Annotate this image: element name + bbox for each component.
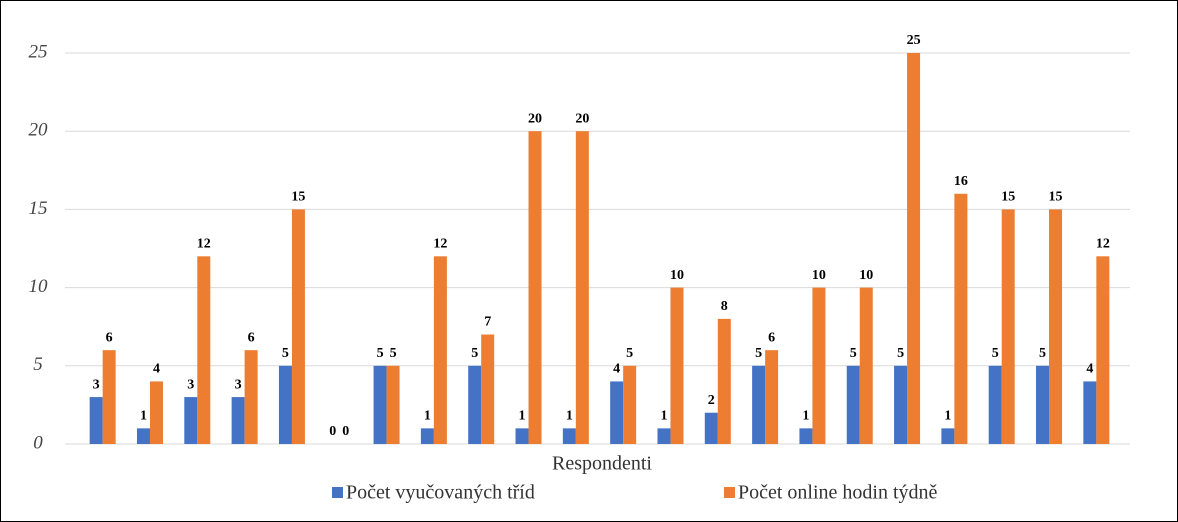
bar	[575, 131, 589, 444]
bar	[1096, 256, 1110, 444]
bar	[907, 53, 921, 444]
data-label: 6	[768, 330, 775, 345]
bar	[941, 428, 955, 444]
y-tick-label: 15	[29, 198, 48, 219]
bar	[528, 131, 542, 444]
bar	[386, 365, 400, 444]
bar	[433, 256, 447, 444]
data-label: 10	[812, 268, 826, 283]
data-label: 4	[613, 362, 620, 377]
data-label: 25	[907, 33, 921, 48]
bar	[102, 350, 116, 444]
data-label: 6	[106, 330, 113, 345]
bar	[149, 381, 163, 444]
data-label: 12	[1096, 237, 1110, 252]
data-label: 4	[153, 362, 160, 377]
legend-swatch	[724, 487, 735, 498]
y-tick-label: 10	[29, 276, 49, 297]
data-label: 2	[708, 393, 715, 408]
bar	[481, 334, 495, 444]
data-label: 5	[626, 346, 633, 361]
bar	[373, 365, 387, 444]
data-label: 1	[944, 409, 951, 424]
bar	[89, 397, 103, 444]
bar	[657, 428, 671, 444]
data-label: 15	[1049, 190, 1063, 205]
y-tick-label: 5	[33, 354, 43, 375]
bar	[1049, 209, 1063, 444]
bar	[278, 365, 292, 444]
bar	[846, 365, 860, 444]
bar	[184, 397, 198, 444]
data-label: 7	[484, 315, 491, 330]
data-label: 3	[235, 377, 242, 392]
bar	[859, 287, 873, 444]
bar	[1036, 365, 1050, 444]
bar	[515, 428, 529, 444]
bar	[231, 397, 245, 444]
data-label: 0	[329, 424, 336, 439]
bar	[136, 428, 150, 444]
data-label: 5	[755, 346, 762, 361]
data-label: 5	[282, 346, 289, 361]
data-label: 5	[377, 346, 384, 361]
bar	[1001, 209, 1015, 444]
legend-label: Počet vyučovaných tříd	[346, 482, 535, 504]
legend-label: Počet online hodin týdně	[738, 482, 938, 504]
bar	[244, 350, 258, 444]
bar	[197, 256, 211, 444]
x-axis-label: Respondenti	[552, 453, 652, 475]
data-label: 3	[187, 377, 194, 392]
bar	[894, 365, 908, 444]
data-label: 20	[528, 111, 542, 126]
data-label: 12	[433, 237, 447, 252]
data-label: 5	[390, 346, 397, 361]
bar	[717, 318, 731, 444]
data-label: 20	[575, 111, 589, 126]
bar	[752, 365, 766, 444]
data-label: 1	[660, 409, 667, 424]
bar	[670, 287, 684, 444]
bar	[610, 381, 624, 444]
data-label: 12	[197, 237, 211, 252]
data-label: 1	[566, 409, 573, 424]
data-label: 16	[954, 174, 968, 189]
legend-swatch	[332, 487, 343, 498]
y-tick-label: 20	[29, 120, 49, 141]
data-label: 5	[1039, 346, 1046, 361]
data-label: 4	[1086, 362, 1093, 377]
bar	[812, 287, 826, 444]
data-label: 10	[859, 268, 873, 283]
data-label: 1	[519, 409, 526, 424]
bar	[291, 209, 305, 444]
bar	[562, 428, 576, 444]
data-label: 15	[291, 190, 305, 205]
bar	[988, 365, 1002, 444]
data-label: 6	[248, 330, 255, 345]
data-label: 1	[424, 409, 431, 424]
bar	[420, 428, 434, 444]
data-label: 0	[342, 424, 349, 439]
data-label: 10	[670, 268, 684, 283]
data-label: 15	[1001, 190, 1015, 205]
bar	[765, 350, 779, 444]
data-label: 8	[721, 299, 728, 314]
y-tick-label: 0	[33, 432, 43, 453]
bar	[954, 193, 968, 444]
bar	[468, 365, 482, 444]
data-label: 5	[850, 346, 857, 361]
bar	[1083, 381, 1097, 444]
y-tick-label: 25	[29, 41, 48, 62]
data-label: 5	[471, 346, 478, 361]
data-label: 5	[897, 346, 904, 361]
data-label: 3	[93, 377, 100, 392]
data-label: 5	[992, 346, 999, 361]
bar	[704, 412, 718, 444]
bar	[799, 428, 813, 444]
data-label: 1	[802, 409, 809, 424]
data-label: 1	[140, 409, 147, 424]
bar	[623, 365, 637, 444]
